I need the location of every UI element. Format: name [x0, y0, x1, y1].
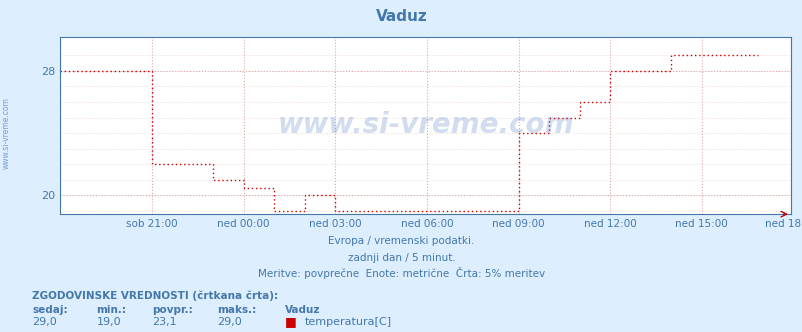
Text: sedaj:: sedaj: [32, 305, 67, 315]
Text: www.si-vreme.com: www.si-vreme.com [2, 97, 11, 169]
Text: maks.:: maks.: [217, 305, 256, 315]
Text: Meritve: povprečne  Enote: metrične  Črta: 5% meritev: Meritve: povprečne Enote: metrične Črta:… [257, 267, 545, 279]
Text: 29,0: 29,0 [32, 317, 57, 327]
Text: zadnji dan / 5 minut.: zadnji dan / 5 minut. [347, 253, 455, 263]
Text: Vaduz: Vaduz [375, 9, 427, 24]
Text: ZGODOVINSKE VREDNOSTI (črtkana črta):: ZGODOVINSKE VREDNOSTI (črtkana črta): [32, 290, 278, 301]
Text: povpr.:: povpr.: [152, 305, 193, 315]
Text: Evropa / vremenski podatki.: Evropa / vremenski podatki. [328, 236, 474, 246]
Text: 23,1: 23,1 [152, 317, 177, 327]
Text: temperatura[C]: temperatura[C] [305, 317, 391, 327]
Text: www.si-vreme.com: www.si-vreme.com [277, 111, 573, 139]
Text: min.:: min.: [96, 305, 126, 315]
Text: 29,0: 29,0 [217, 317, 241, 327]
Text: Vaduz: Vaduz [285, 305, 320, 315]
Text: ■: ■ [285, 315, 297, 328]
Text: 19,0: 19,0 [96, 317, 121, 327]
